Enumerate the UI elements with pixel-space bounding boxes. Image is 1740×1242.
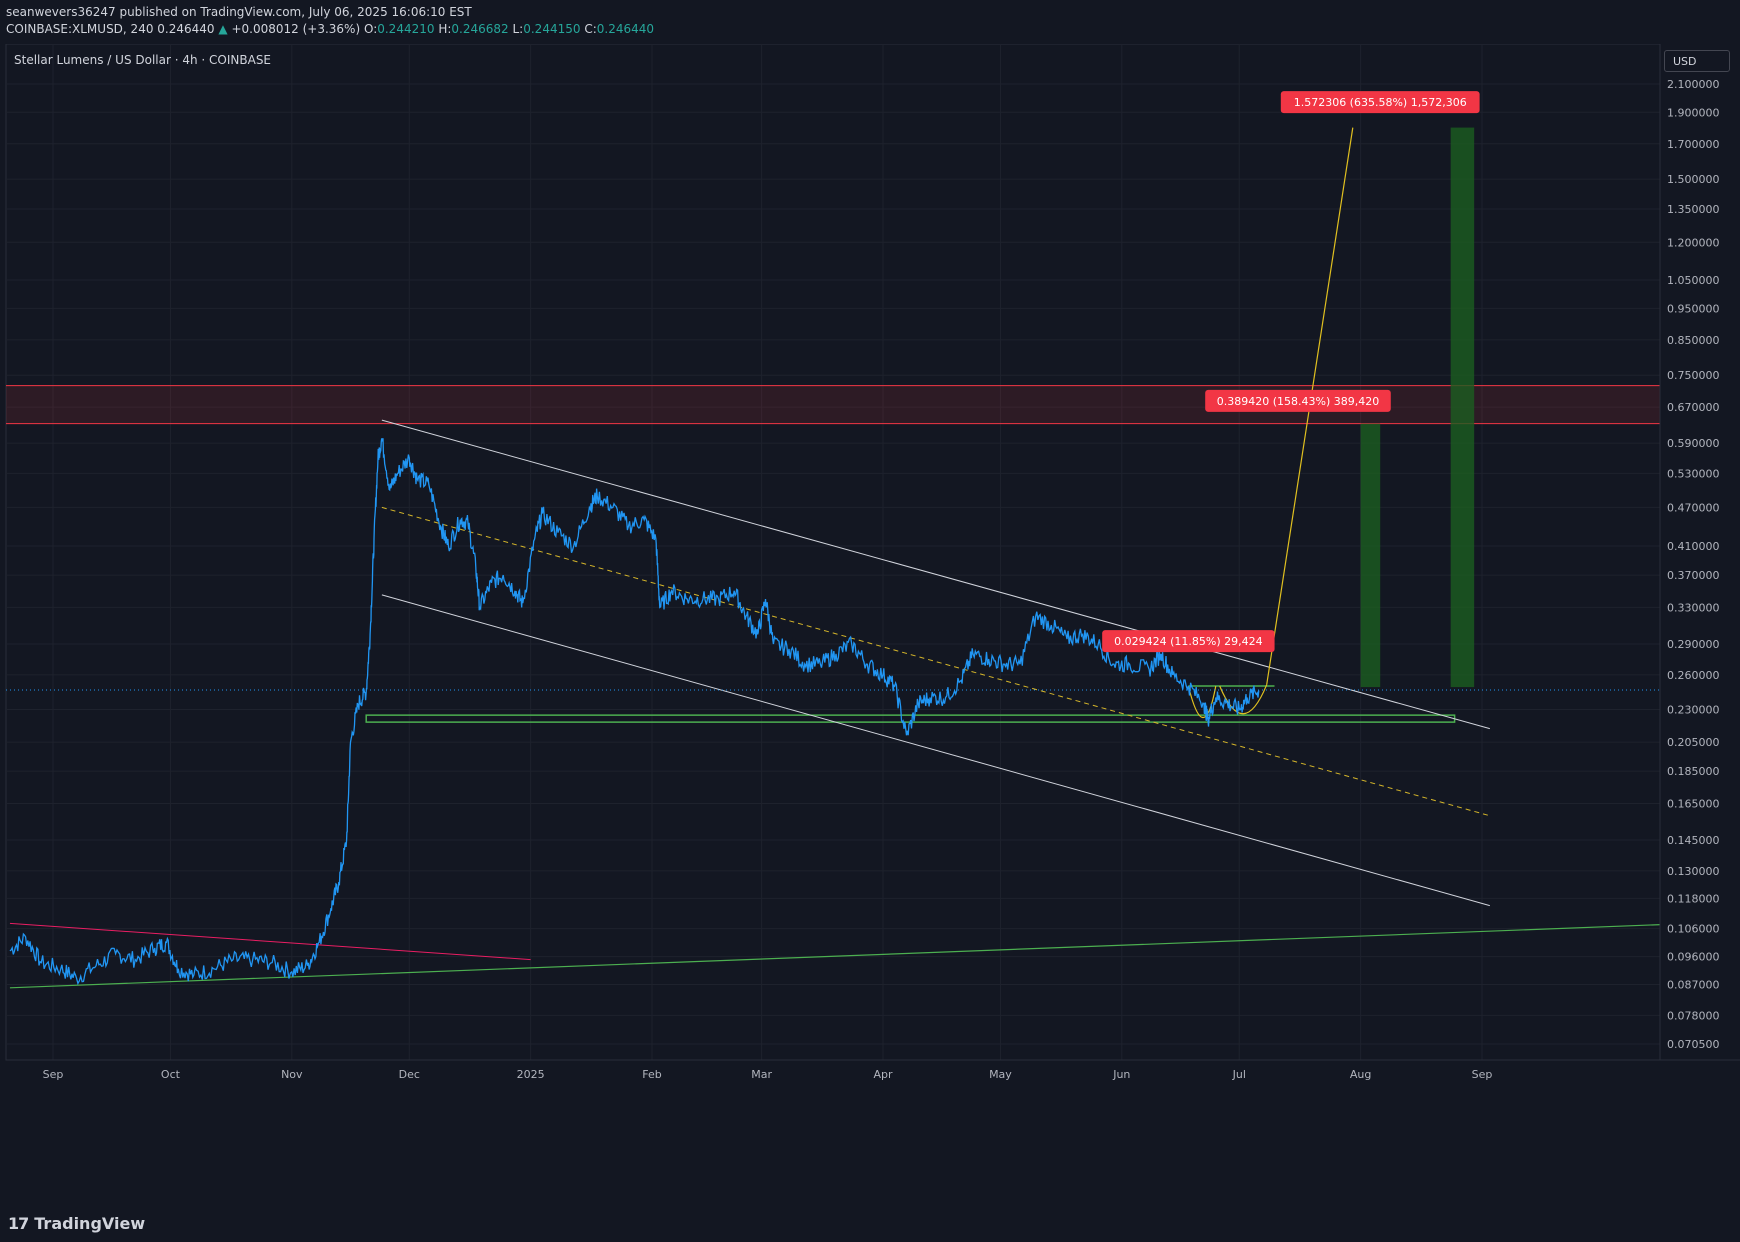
chart-axes[interactable]: 2.100000 1.900000 1.700000 1.500000 1.350000… [6, 44, 1740, 1081]
chart-header: seanwevers36247 published on TradingView… [0, 0, 1740, 44]
last-price: 0.246440 [157, 22, 215, 36]
y-tick-label: 1.050000 [1667, 274, 1720, 287]
channel-lower-line [381, 594, 1490, 907]
price-series-layer [6, 438, 1660, 986]
long-uptrend-line [9, 922, 1694, 989]
y-tick-label: 0.470000 [1667, 501, 1720, 514]
y-tick-label: 0.205000 [1667, 736, 1720, 749]
y-tick-label: 0.290000 [1667, 638, 1720, 651]
x-tick-label: Feb [642, 1068, 661, 1081]
brand-name: TradingView [34, 1214, 146, 1233]
x-tick-label: May [989, 1068, 1012, 1081]
low-label: L: [512, 22, 524, 36]
x-tick-label: Jun [1112, 1068, 1130, 1081]
y-tick-label: 1.350000 [1667, 203, 1720, 216]
resistance-zone [6, 385, 1660, 424]
measure-label-box-3 [1102, 630, 1275, 653]
y-tick-label: 0.087000 [1667, 979, 1720, 992]
y-tick-label: 0.130000 [1667, 865, 1720, 878]
low-value: 0.244150 [523, 22, 581, 36]
price-line [9, 438, 1260, 986]
y-tick-label: 0.165000 [1667, 797, 1720, 810]
measure-label-1: 1.572306 (635.58%) 1,572,306 [1294, 96, 1467, 109]
x-tick-label: Oct [161, 1068, 181, 1081]
high-label: H: [438, 22, 452, 36]
y-tick-label: 0.078000 [1667, 1009, 1720, 1022]
y-tick-label: 0.185000 [1667, 765, 1720, 778]
target-bar-2 [1450, 127, 1475, 688]
x-tick-label: 2025 [517, 1068, 545, 1081]
target-bar-1 [1360, 423, 1381, 688]
x-tick-label: Jul [1232, 1068, 1246, 1081]
channel-midline [381, 506, 1490, 817]
pattern-arc-right [1219, 684, 1268, 715]
ohlc-line: COINBASE:XLMUSD, 240 0.246440 ▲ +0.00801… [6, 22, 654, 36]
y-tick-label: 0.145000 [1667, 834, 1720, 847]
y-tick-label: 0.118000 [1667, 892, 1720, 905]
chart-grid [6, 44, 1660, 1060]
y-tick-label: 0.330000 [1667, 601, 1720, 614]
up-arrow-icon: ▲ [218, 22, 228, 36]
y-tick-label: 0.750000 [1667, 369, 1720, 382]
y-tick-label: 0.370000 [1667, 569, 1720, 582]
y-tick-label: 0.410000 [1667, 540, 1720, 553]
measure-label-2: 0.389420 (158.43%) 389,420 [1217, 395, 1380, 408]
y-tick-label: 0.096000 [1667, 951, 1720, 964]
y-tick-label: 0.530000 [1667, 467, 1720, 480]
old-downtrend-line [9, 922, 531, 961]
chart-title: Stellar Lumens / US Dollar · 4h · COINBA… [14, 53, 271, 67]
tradingview-logo-icon: 17 [8, 1214, 29, 1233]
x-tick-label: Apr [873, 1068, 893, 1081]
y-tick-label: 0.106000 [1667, 923, 1720, 936]
y-tick-label: 0.590000 [1667, 437, 1720, 450]
x-tick-label: Mar [751, 1068, 772, 1081]
y-tick-label: 0.850000 [1667, 334, 1720, 347]
pattern-arc-left [1187, 685, 1217, 719]
currency-button[interactable]: USD [1664, 50, 1730, 72]
y-tick-label: 1.900000 [1667, 106, 1720, 119]
measure-label-3: 0.029424 (11.85%) 29,424 [1114, 635, 1263, 648]
y-tick-label: 1.500000 [1667, 173, 1720, 186]
x-tick-label: Sep [43, 1068, 64, 1081]
channel-upper-line [381, 419, 1490, 730]
x-tick-label: Nov [281, 1068, 303, 1081]
publisher-line: seanwevers36247 published on TradingView… [6, 5, 472, 19]
price-chart[interactable]: 1.572306 (635.58%) 1,572,306 0.389420 (15… [0, 44, 1740, 1204]
x-tick-label: Dec [399, 1068, 420, 1081]
y-tick-label: 2.100000 [1667, 78, 1720, 91]
y-tick-label: 0.950000 [1667, 302, 1720, 315]
x-tick-label: Sep [1472, 1068, 1493, 1081]
y-tick-label: 0.260000 [1667, 669, 1720, 682]
measure-labels: 1.572306 (635.58%) 1,572,306 0.389420 (15… [1102, 91, 1480, 653]
symbol-label[interactable]: COINBASE:XLMUSD, 240 [6, 22, 154, 36]
open-value: 0.244210 [377, 22, 435, 36]
close-label: C: [584, 22, 597, 36]
price-axis [1660, 44, 1740, 1060]
plot-area [5, 44, 1661, 1061]
tradingview-logo[interactable]: 17 TradingView [8, 1214, 145, 1233]
y-tick-label: 0.670000 [1667, 401, 1720, 414]
y-tick-label: 0.230000 [1667, 704, 1720, 717]
y-tick-label: 1.200000 [1667, 236, 1720, 249]
high-value: 0.246682 [451, 22, 509, 36]
x-tick-label: Aug [1350, 1068, 1371, 1081]
y-tick-label: 1.700000 [1667, 138, 1720, 151]
price-change: +0.008012 (+3.36%) [231, 22, 361, 36]
y-tick-label: 0.070500 [1667, 1038, 1720, 1051]
close-value: 0.246440 [596, 22, 655, 36]
open-label: O: [363, 22, 378, 36]
measure-label-box-2 [1205, 389, 1391, 412]
measure-label-box-1 [1280, 91, 1480, 114]
